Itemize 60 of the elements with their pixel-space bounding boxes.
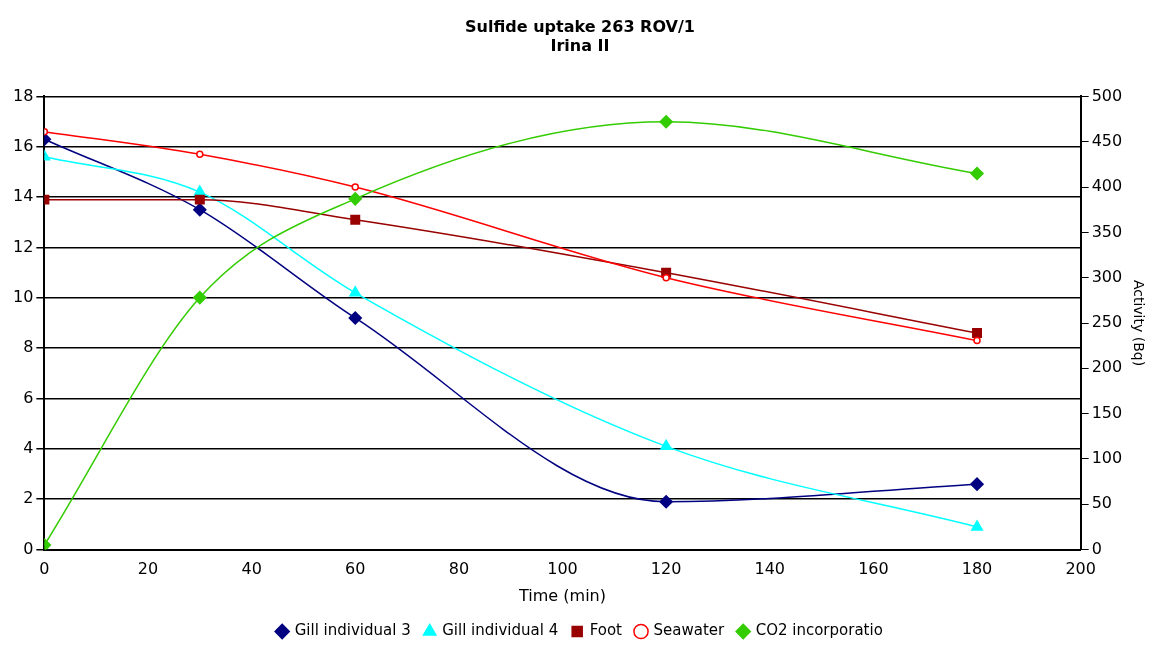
x-tick-label: 60 xyxy=(345,559,366,579)
point xyxy=(348,192,362,206)
chart-subtitle: Irina II xyxy=(550,35,610,55)
y-tick-label: 6 xyxy=(23,387,34,407)
y2-tick-label: 300 xyxy=(1091,266,1123,286)
y2-tick-label: 400 xyxy=(1091,176,1123,196)
y2-tick-label: 50 xyxy=(1091,493,1113,513)
x-axis-title: Time (min) xyxy=(518,585,606,605)
y-tick-label: 0 xyxy=(23,538,34,558)
y2-tick-label: 100 xyxy=(1091,448,1123,468)
y-tick-label: 14 xyxy=(13,186,34,206)
x-tick-label: 40 xyxy=(241,559,262,579)
point xyxy=(350,214,361,225)
legend-label: Gill individual 4 xyxy=(442,621,559,640)
point xyxy=(972,328,983,339)
point xyxy=(971,520,983,531)
y-tick-label: 8 xyxy=(23,337,34,357)
chart-title: Sulfide uptake 263 ROV/1 xyxy=(465,16,695,36)
y2-tick-label: 500 xyxy=(1091,85,1123,105)
y-tick-label: 10 xyxy=(13,286,34,306)
y2-tick-label: 200 xyxy=(1091,357,1123,377)
y-tick-label: 18 xyxy=(13,85,34,105)
x-tick-label: 200 xyxy=(1065,559,1096,579)
legend-label: Foot xyxy=(589,621,623,640)
y2-tick-label: 150 xyxy=(1091,402,1123,422)
point xyxy=(973,336,981,345)
y2-tick-label: 350 xyxy=(1091,221,1123,241)
x-tick-label: 160 xyxy=(858,559,889,579)
point xyxy=(662,273,670,282)
point xyxy=(659,115,673,129)
y2-tick-label: 250 xyxy=(1091,312,1123,332)
point xyxy=(194,194,205,205)
point xyxy=(349,286,362,297)
point xyxy=(196,150,204,159)
point xyxy=(193,185,206,196)
x-tick-label: 140 xyxy=(754,559,786,579)
point xyxy=(970,166,984,181)
point xyxy=(193,202,207,217)
y2-axis-title: Activity (Bq) xyxy=(1130,279,1147,367)
y-tick-label: 16 xyxy=(13,135,34,155)
legend-label: Seawater xyxy=(653,621,726,640)
y2-tick-label: 0 xyxy=(1091,538,1102,558)
point xyxy=(659,495,673,509)
x-tick-label: 20 xyxy=(137,559,159,579)
point xyxy=(660,439,673,451)
point xyxy=(351,183,359,191)
y-tick-label: 4 xyxy=(23,438,34,458)
y-tick-label: 2 xyxy=(23,488,34,508)
x-tick-label: 80 xyxy=(448,559,470,579)
y2-tick-label: 450 xyxy=(1091,130,1123,150)
legend-label: Gill individual 3 xyxy=(294,621,411,640)
point xyxy=(348,311,362,325)
x-tick-label: 0 xyxy=(39,559,50,579)
x-tick-label: 180 xyxy=(961,559,993,579)
x-tick-label: 100 xyxy=(547,559,578,579)
point xyxy=(193,290,207,305)
legend-label: CO2 incorporatio xyxy=(755,621,883,640)
x-tick-label: 120 xyxy=(650,559,682,579)
point xyxy=(970,477,984,491)
y-tick-label: 12 xyxy=(13,236,34,256)
